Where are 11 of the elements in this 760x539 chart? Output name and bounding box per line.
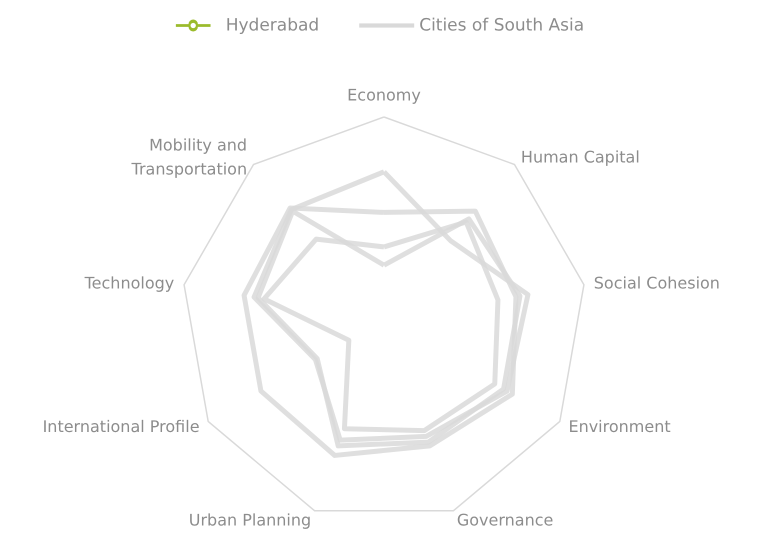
spoke-label: Mobility and Transportation [130, 135, 248, 178]
spoke-label: Economy [347, 86, 421, 104]
spoke-label: Urban Planning [188, 510, 312, 530]
spoke-label: Human Capital [520, 147, 640, 166]
legend-label: Cities of South Asia [419, 16, 584, 36]
spoke-label: International Profile [42, 417, 200, 436]
spoke-label: Social Cohesion [594, 274, 720, 293]
spoke-label: Governance [456, 510, 554, 530]
legend-label: Hyderabad [226, 16, 320, 36]
spoke-label: Environment [568, 417, 671, 436]
spoke-label: Technology [84, 274, 174, 293]
